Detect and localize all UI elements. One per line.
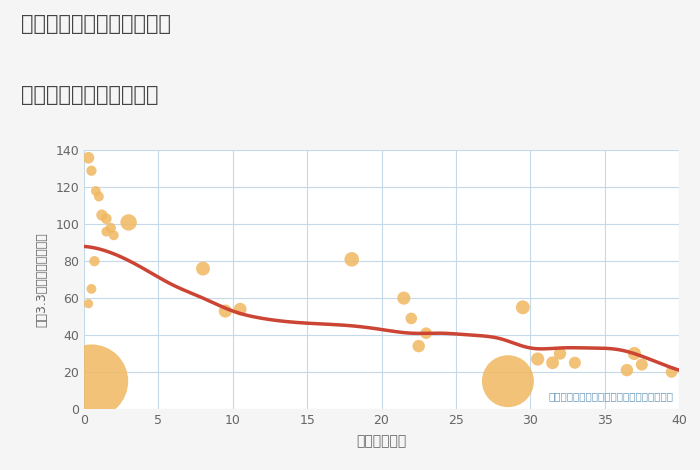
Point — [108, 232, 119, 239]
Point — [96, 212, 108, 219]
Text: 円の大きさは、取引のあった物件面積を示す: 円の大きさは、取引のあった物件面積を示す — [548, 391, 673, 401]
Point — [83, 154, 94, 162]
Point — [86, 377, 97, 385]
Point — [89, 258, 100, 265]
Point — [398, 294, 409, 302]
Point — [220, 307, 231, 315]
Point — [547, 359, 558, 367]
Point — [101, 215, 112, 222]
Point — [93, 193, 104, 200]
Point — [197, 265, 209, 272]
Point — [554, 350, 566, 357]
Point — [83, 300, 94, 307]
Point — [105, 224, 116, 232]
X-axis label: 築年数（年）: 築年数（年） — [356, 434, 407, 448]
Point — [666, 368, 677, 376]
Point — [421, 329, 432, 337]
Point — [406, 315, 417, 322]
Point — [86, 285, 97, 293]
Point — [503, 377, 514, 385]
Point — [569, 359, 580, 367]
Point — [636, 361, 648, 368]
Point — [101, 228, 112, 235]
Point — [346, 256, 357, 263]
Text: 三重県桑名市多度町多度の: 三重県桑名市多度町多度の — [21, 14, 171, 34]
Point — [532, 355, 543, 363]
Point — [622, 367, 633, 374]
Text: 築年数別中古戸建て価格: 築年数別中古戸建て価格 — [21, 85, 158, 105]
Point — [86, 167, 97, 174]
Point — [629, 350, 640, 357]
Y-axis label: 坪（3.3㎡）単価（万円）: 坪（3.3㎡）単価（万円） — [35, 232, 48, 327]
Point — [123, 219, 134, 226]
Point — [234, 306, 246, 313]
Point — [413, 342, 424, 350]
Point — [90, 187, 101, 195]
Point — [517, 304, 528, 311]
